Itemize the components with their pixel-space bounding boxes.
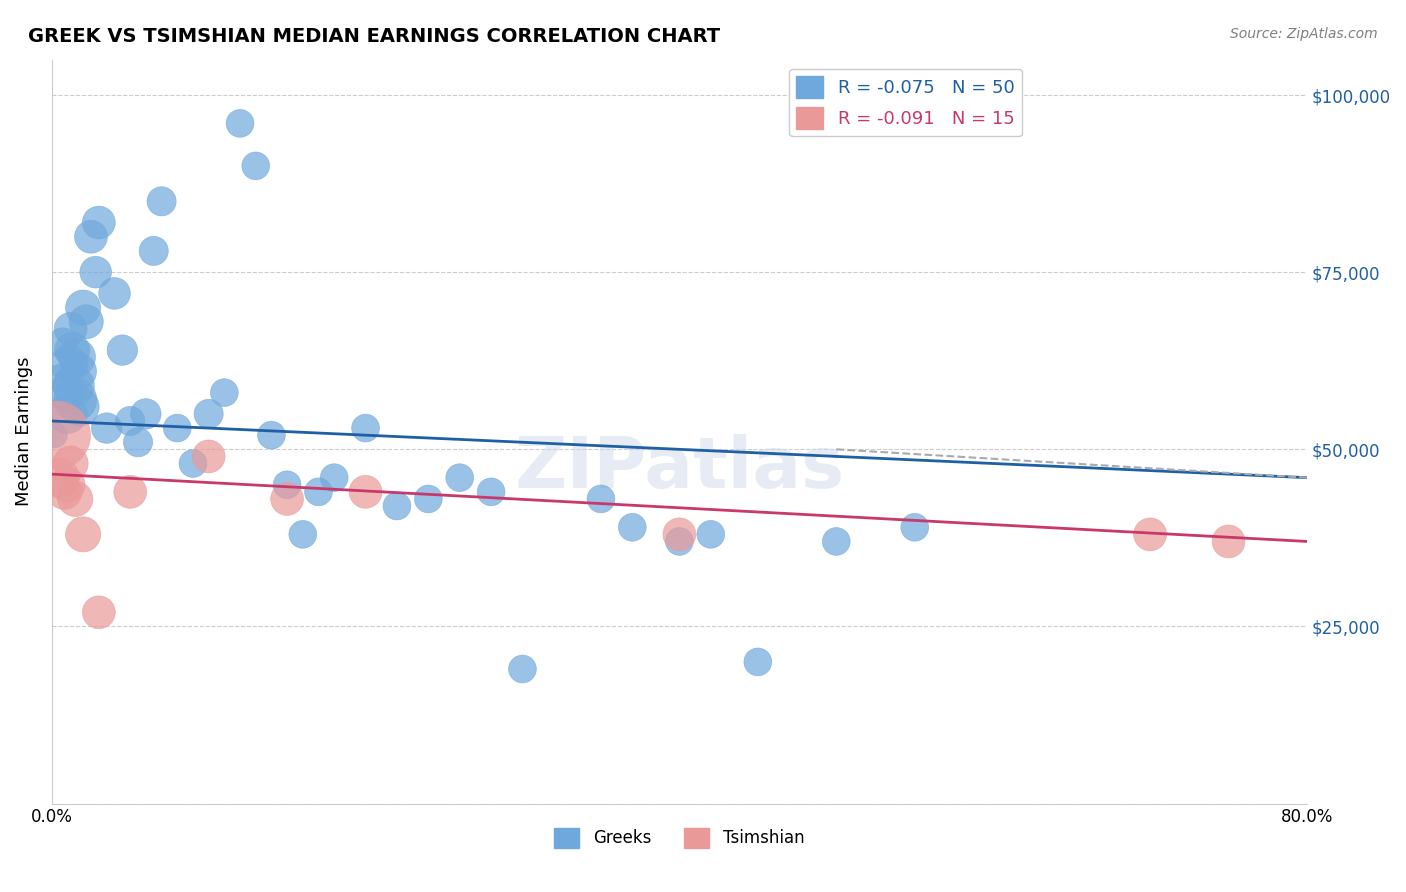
Point [75, 315, 97, 329]
Point [668, 527, 690, 541]
Point [120, 414, 142, 428]
Point [166, 421, 188, 435]
Point [245, 159, 267, 173]
Point [323, 471, 346, 485]
Point [56, 477, 79, 491]
Point [103, 286, 125, 301]
Point [59, 322, 82, 336]
Text: GREEK VS TSIMSHIAN MEDIAN EARNINGS CORRELATION CHART: GREEK VS TSIMSHIAN MEDIAN EARNINGS CORRE… [28, 27, 720, 45]
Point [291, 527, 314, 541]
Point [48, 471, 70, 485]
Point [181, 457, 204, 471]
Point [60, 343, 83, 358]
Point [67, 364, 90, 378]
Legend: Greeks, Tsimshian: Greeks, Tsimshian [548, 822, 811, 855]
Point [354, 484, 377, 499]
Point [150, 194, 173, 209]
Point [1218, 534, 1240, 549]
Point [52, 336, 75, 351]
Point [700, 527, 723, 541]
Point [72, 301, 94, 315]
Point [621, 520, 644, 534]
Point [120, 484, 142, 499]
Point [56, 407, 79, 421]
Point [479, 484, 502, 499]
Y-axis label: Median Earnings: Median Earnings [15, 357, 32, 507]
Point [449, 471, 471, 485]
Point [135, 407, 157, 421]
Point [260, 428, 283, 442]
Point [96, 421, 118, 435]
Point [354, 421, 377, 435]
Point [69, 400, 91, 414]
Point [65, 392, 87, 407]
Point [58, 357, 80, 371]
Point [127, 435, 149, 450]
Point [512, 662, 534, 676]
Point [747, 655, 769, 669]
Point [142, 244, 165, 258]
Point [308, 484, 330, 499]
Point [48, 371, 70, 385]
Point [904, 520, 927, 534]
Point [214, 385, 236, 400]
Point [84, 265, 107, 279]
Point [44, 428, 66, 442]
Text: Source: ZipAtlas.com: Source: ZipAtlas.com [1230, 27, 1378, 41]
Point [65, 491, 87, 506]
Point [668, 534, 690, 549]
Point [229, 116, 252, 130]
Point [59, 457, 82, 471]
Point [53, 484, 76, 499]
Point [276, 491, 298, 506]
Point [276, 477, 298, 491]
Point [45, 428, 67, 442]
Point [55, 385, 77, 400]
Point [72, 527, 94, 541]
Point [66, 350, 89, 364]
Point [80, 229, 103, 244]
Point [111, 343, 134, 358]
Point [385, 499, 408, 513]
Point [197, 407, 219, 421]
Point [418, 491, 440, 506]
Point [1139, 527, 1161, 541]
Point [62, 378, 84, 392]
Point [87, 605, 110, 619]
Text: ZIPatlas: ZIPatlas [515, 434, 845, 503]
Point [197, 450, 219, 464]
Point [87, 216, 110, 230]
Point [589, 491, 612, 506]
Point [825, 534, 848, 549]
